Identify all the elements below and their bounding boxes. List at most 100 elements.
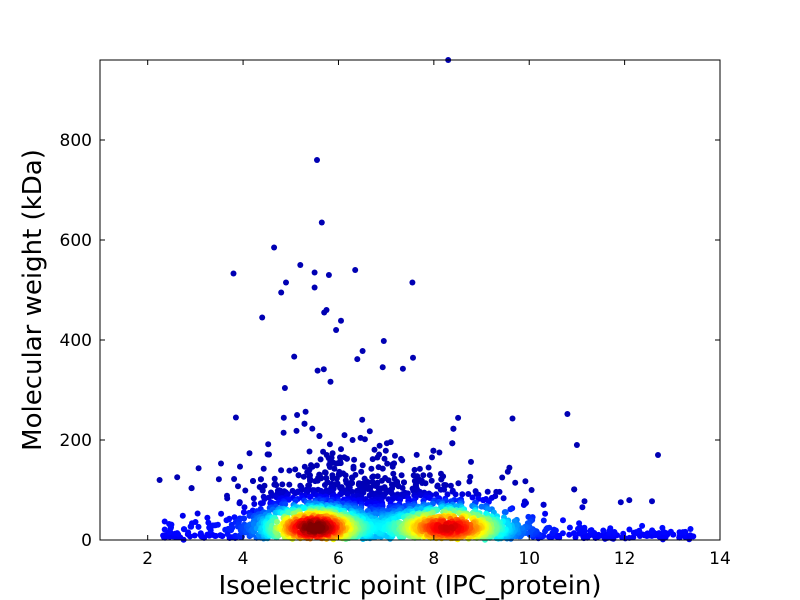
scatter-point <box>617 499 624 506</box>
scatter-point <box>301 463 308 470</box>
scatter-point <box>237 463 243 470</box>
scatter-point <box>265 441 272 448</box>
scatter-point <box>581 524 588 531</box>
scatter-point <box>428 477 435 484</box>
scatter-point <box>398 472 405 479</box>
scatter-point <box>448 524 455 531</box>
scatter-point <box>242 487 249 494</box>
scatter-point <box>500 495 507 502</box>
y-tick-label: 600 <box>60 231 92 251</box>
scatter-point <box>649 498 655 505</box>
scatter-point <box>218 510 225 517</box>
scatter-point <box>283 279 289 286</box>
scatter-point <box>292 490 299 497</box>
scatter-point <box>307 477 313 484</box>
scatter-point <box>459 491 466 498</box>
scatter-point <box>180 526 187 533</box>
scatter-point <box>379 465 386 472</box>
scatter-point <box>295 472 302 479</box>
scatter-point <box>687 532 694 539</box>
scatter-point <box>306 448 313 455</box>
scatter-point <box>520 501 527 508</box>
scatter-point <box>349 437 356 443</box>
scatter-point <box>282 501 289 508</box>
scatter-point <box>366 428 373 435</box>
scatter-point <box>302 408 309 415</box>
scatter-point <box>229 524 236 531</box>
scatter-point <box>511 518 518 525</box>
scatter-point <box>374 454 381 461</box>
plot-area-frame <box>99 59 721 541</box>
scatter-point <box>636 527 643 534</box>
scatter-point <box>156 477 163 483</box>
scatter-point <box>161 526 168 533</box>
scatter-point <box>338 446 344 453</box>
scatter-point <box>265 451 272 458</box>
scatter-point <box>438 476 445 483</box>
scatter-point <box>659 524 666 531</box>
scatter-point <box>286 467 293 474</box>
scatter-point <box>214 521 221 528</box>
scatter-point <box>250 478 256 484</box>
scatter-point <box>540 501 547 508</box>
x-tick-label: 12 <box>614 549 636 569</box>
scatter-point <box>343 455 350 462</box>
scatter-point <box>667 528 674 535</box>
scatter-point <box>168 524 174 531</box>
scatter-point <box>384 460 391 467</box>
scatter-point <box>649 527 656 534</box>
scatter-point <box>571 486 578 493</box>
scatter-point <box>279 481 286 488</box>
scatter-point <box>320 366 327 373</box>
scatter-point <box>329 450 336 457</box>
scatter-point <box>321 309 328 316</box>
scatter-point <box>682 528 689 535</box>
scatter-point <box>630 534 637 541</box>
scatter-point <box>607 525 614 532</box>
scatter-point <box>251 501 258 507</box>
x-tick-label: 8 <box>428 549 439 569</box>
scatter-point <box>188 523 195 530</box>
x-axis-title: Isoelectric point (IPC_protein) <box>218 571 601 600</box>
scatter-point <box>389 463 396 470</box>
scatter-point <box>350 465 357 472</box>
scatter-point <box>317 456 324 463</box>
scatter-point <box>358 468 365 475</box>
scatter-point <box>259 487 266 494</box>
y-tick-label: 0 <box>81 531 92 551</box>
scatter-point <box>257 476 264 483</box>
x-tick-label: 14 <box>709 549 731 569</box>
scatter-point <box>215 476 222 483</box>
scatter-point <box>188 485 195 492</box>
scatter-point <box>447 482 454 489</box>
scatter-point <box>179 512 186 519</box>
scatter-point <box>205 519 212 526</box>
scatter-point <box>326 464 333 470</box>
scatter-point <box>577 524 583 531</box>
scatter-point <box>333 460 340 467</box>
scatter-point <box>312 478 319 485</box>
scatter-point <box>369 456 376 463</box>
scatter-point <box>341 432 348 439</box>
scatter-point <box>655 452 661 458</box>
scatter-point <box>240 509 247 516</box>
scatter-point <box>611 529 618 535</box>
scatter-point <box>410 487 417 494</box>
scatter-point <box>359 462 366 469</box>
scatter-point <box>297 262 304 268</box>
scatter-point <box>291 353 298 360</box>
scatter-point <box>329 475 336 482</box>
scatter-point <box>368 465 375 472</box>
scatter-point <box>280 414 287 421</box>
y-tick-label: 800 <box>60 131 92 151</box>
scatter-point <box>376 442 383 449</box>
scatter-point <box>246 450 253 457</box>
scatter-point <box>413 451 420 458</box>
scatter-point <box>271 244 278 251</box>
scatter-point <box>573 442 580 448</box>
scatter-point <box>374 473 381 480</box>
scatter-point <box>231 514 238 521</box>
scatter-point <box>465 491 472 497</box>
scatter-point <box>300 473 307 480</box>
